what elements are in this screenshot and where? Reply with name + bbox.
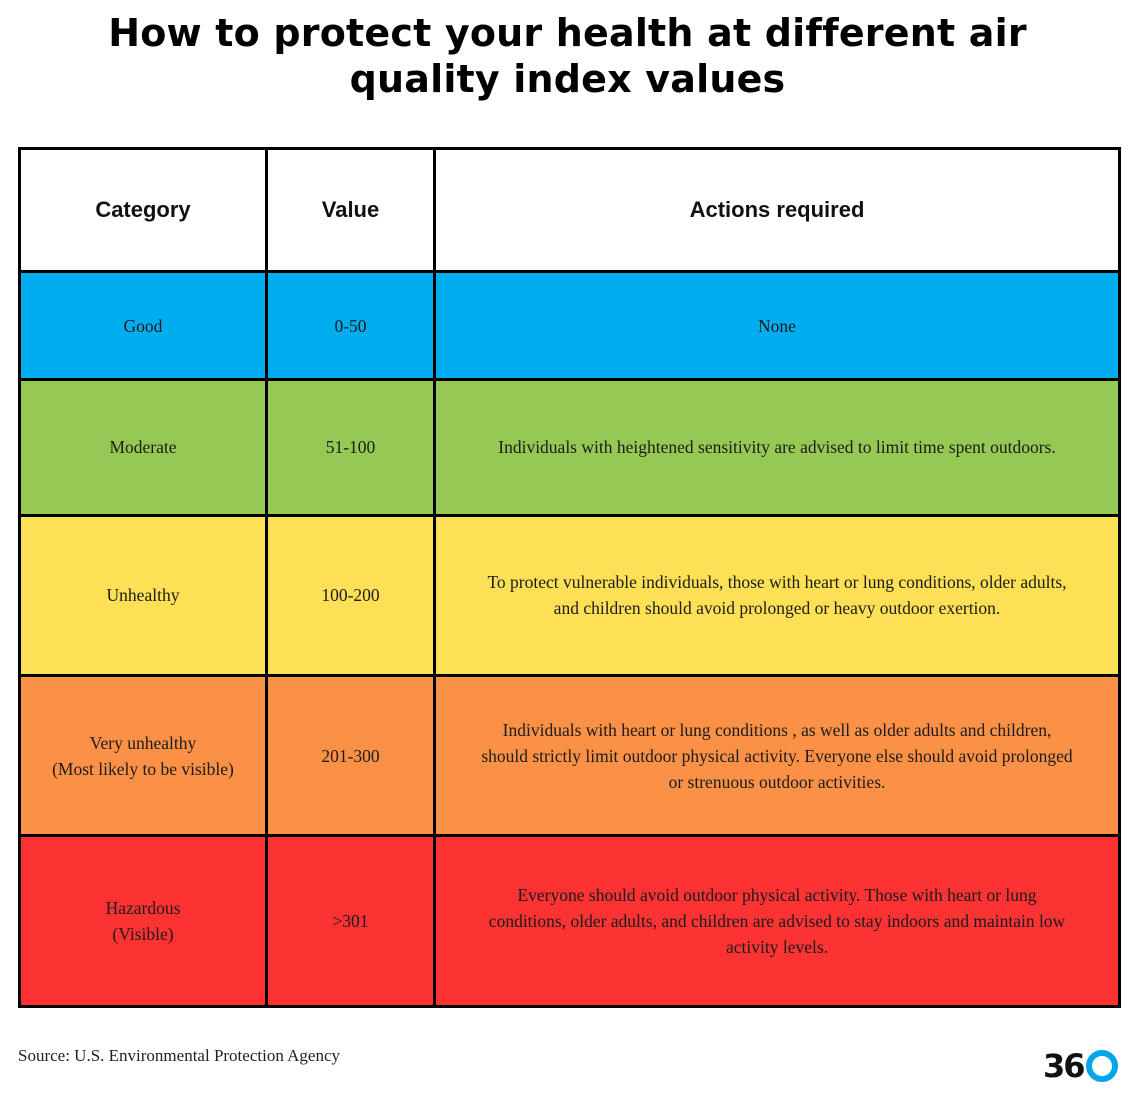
actions-cell: Individuals with heightened sensitivity … — [433, 378, 1121, 517]
actions-text: Individuals with heart or lung condition… — [502, 719, 1052, 740]
category-text: Very unhealthy — [89, 732, 197, 753]
value-cell: 201-300 — [265, 674, 436, 838]
actions-cell: Individuals with heart or lung condition… — [433, 674, 1121, 838]
logo-text: 36 — [1043, 1047, 1086, 1085]
actions-text: or strenuous outdoor activities. — [668, 771, 886, 792]
category-text: (Most likely to be visible) — [52, 758, 234, 779]
category-cell: Hazardous (Visible) — [18, 834, 268, 1008]
actions-text: Individuals with heightened sensitivity … — [498, 437, 1056, 458]
value-cell: 100-200 — [265, 513, 436, 678]
actions-cell: To protect vulnerable individuals, those… — [433, 513, 1121, 678]
category-cell: Very unhealthy (Most likely to be visible… — [18, 674, 268, 838]
category-text: (Visible) — [112, 924, 174, 945]
header-value: Value — [265, 147, 436, 273]
actions-cell: Everyone should avoid outdoor physical a… — [433, 834, 1121, 1008]
title-line-2: quality index values — [349, 57, 786, 101]
table-row: Unhealthy 100-200 To protect vulnerable in… — [18, 513, 1121, 678]
table-row: Very unhealthy (Most likely to be visible… — [18, 674, 1121, 838]
category-text: Hazardous — [105, 898, 181, 919]
category-cell: Moderate — [18, 378, 268, 517]
o-ring-icon — [1085, 1050, 1118, 1082]
title-line-1: How to protect your health at different … — [108, 11, 1027, 55]
value-cell: 51-100 — [265, 378, 436, 517]
aqi-table: Category Value Actions required Good 0-50… — [18, 147, 1121, 1008]
actions-text: activity levels. — [725, 937, 829, 958]
actions-text: should strictly limit outdoor physical a… — [481, 745, 1073, 766]
actions-text: To protect vulnerable individuals, those… — [487, 572, 1067, 593]
actions-text: Everyone should avoid outdoor physical a… — [517, 885, 1037, 906]
category-text: Unhealthy — [106, 585, 180, 606]
table-row: Moderate 51-100 Individuals with heightene… — [18, 378, 1121, 517]
category-text: Good — [123, 315, 163, 336]
value-cell: 0-50 — [265, 269, 436, 382]
source-note: Source: U.S. Environmental Protection Ag… — [18, 1046, 340, 1065]
brand-logo: 36 — [1043, 1047, 1118, 1085]
actions-cell: None — [433, 269, 1121, 382]
page-title: How to protect your health at different … — [0, 10, 1135, 102]
actions-text: and children should avoid prolonged or h… — [553, 598, 1001, 619]
table-row: Hazardous (Visible) >301 Everyone should av… — [18, 834, 1121, 1008]
actions-text: None — [758, 315, 796, 336]
table-row: Good 0-50 None — [18, 269, 1121, 382]
value-cell: >301 — [265, 834, 436, 1008]
actions-text: conditions, older adults, and children a… — [488, 911, 1066, 932]
category-cell: Unhealthy — [18, 513, 268, 678]
category-text: Moderate — [109, 437, 177, 458]
header-category: Category — [18, 147, 268, 273]
table-header-row: Category Value Actions required — [18, 147, 1121, 273]
header-actions: Actions required — [433, 147, 1121, 273]
table-body: Good 0-50 None Moderate 51-100 Individuals wi… — [18, 269, 1121, 1008]
category-cell: Good — [18, 269, 268, 382]
